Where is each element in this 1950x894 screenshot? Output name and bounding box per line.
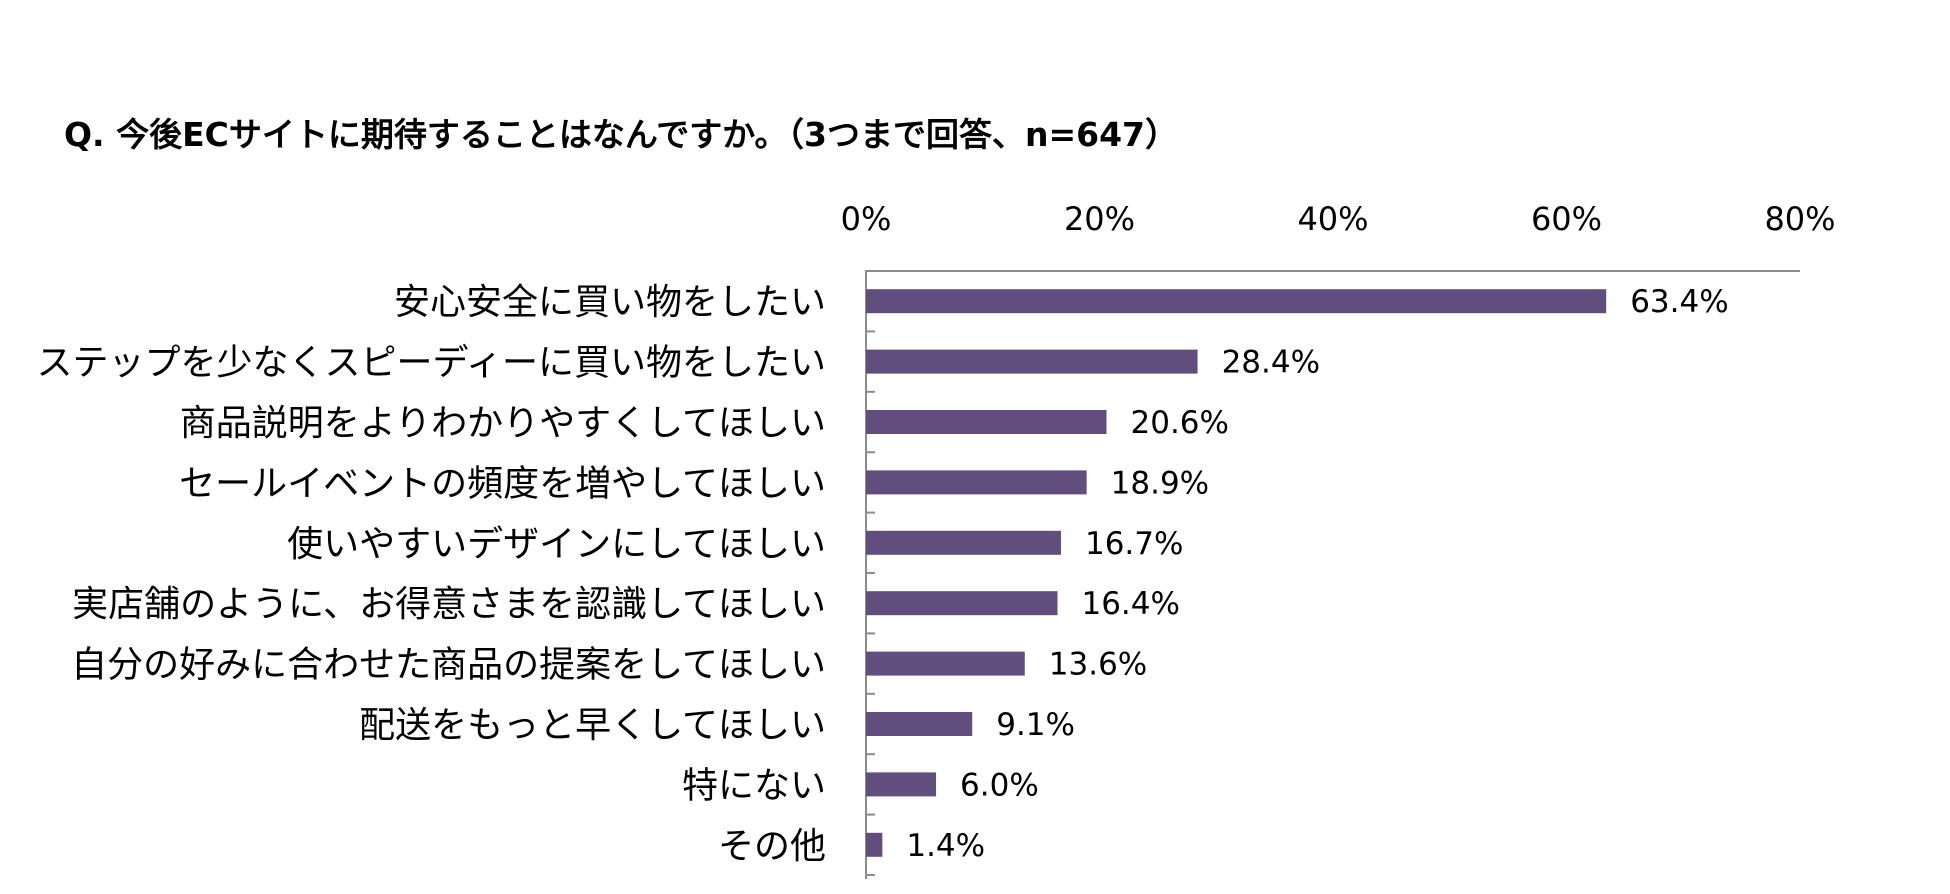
category-label: その他 — [718, 826, 826, 867]
category-label: 自分の好みに合わせた商品の提案をしてほしい — [71, 645, 826, 686]
bar — [866, 651, 1025, 676]
bar — [866, 712, 973, 736]
data-label: 6.0% — [960, 767, 1039, 803]
category-label: 特にない — [682, 765, 826, 806]
category-label: セールイベントの頻度を増やしてほしい — [179, 463, 826, 504]
bar — [866, 470, 1087, 495]
x-tick-label: 0% — [841, 200, 892, 238]
category-label: 配送をもっと早くしてほしい — [359, 705, 826, 746]
data-label: 18.9% — [1111, 465, 1209, 501]
bar — [866, 349, 1198, 374]
chart-title: Q. 今後ECサイトに期待することはなんですか。（3つまで回答、n=647） — [64, 115, 1179, 154]
bar — [866, 410, 1107, 434]
data-label: 13.6% — [1049, 647, 1147, 683]
x-tick-label: 60% — [1531, 200, 1602, 238]
data-label: 28.4% — [1222, 345, 1320, 381]
x-tick-label: 20% — [1064, 200, 1135, 238]
data-label: 20.6% — [1131, 405, 1229, 441]
data-label: 16.7% — [1085, 526, 1183, 562]
category-label: 実店舗のように、お得意さまを認識してほしい — [72, 584, 826, 625]
bar — [866, 772, 937, 797]
bar — [866, 530, 1061, 555]
category-label: ステップを少なくスピーディーに買い物をしたい — [37, 343, 826, 384]
data-label: 1.4% — [906, 828, 985, 864]
category-label: 使いやすいデザインにしてほしい — [287, 524, 826, 565]
bar — [866, 591, 1058, 616]
data-label: 63.4% — [1630, 284, 1728, 320]
x-tick-label: 80% — [1764, 200, 1835, 238]
category-label: 商品説明をよりわかりやすくしてほしい — [180, 403, 826, 444]
bar — [866, 832, 883, 857]
data-label: 16.4% — [1081, 586, 1179, 622]
data-label: 9.1% — [996, 707, 1075, 743]
bar — [866, 289, 1607, 314]
category-label: 安心安全に買い物をしたい — [394, 282, 826, 323]
x-tick-label: 40% — [1297, 200, 1368, 238]
